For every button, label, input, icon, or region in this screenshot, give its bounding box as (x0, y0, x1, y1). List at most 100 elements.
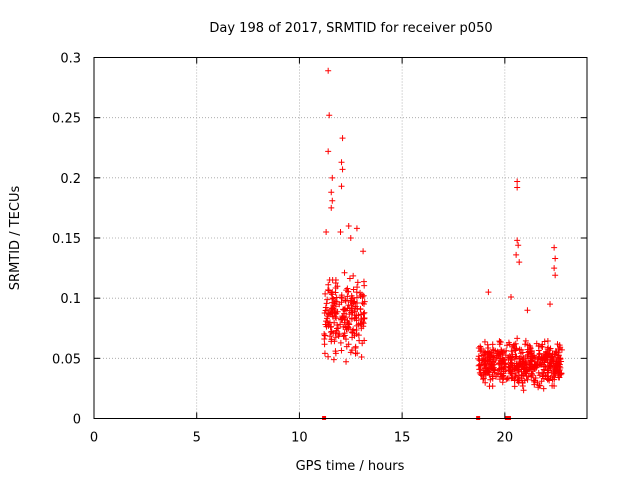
data-point (343, 336, 349, 343)
data-point (338, 294, 345, 301)
y-tick-label: 0.05 (52, 352, 81, 367)
data-point (546, 377, 553, 384)
data-point (341, 305, 348, 312)
data-point (357, 289, 364, 296)
data-point (481, 338, 488, 345)
data-point (327, 333, 334, 340)
x-tick-label: 0 (90, 431, 98, 446)
data-point (529, 372, 536, 379)
x-axis-label: GPS time / hours (296, 459, 405, 474)
data-point (341, 269, 348, 276)
x-tick-label: 5 (193, 431, 201, 446)
data-point (498, 346, 505, 353)
data-point (351, 308, 358, 315)
data-point (475, 362, 482, 369)
data-point (499, 379, 506, 386)
data-point (524, 346, 531, 353)
data-point (339, 314, 346, 321)
data-point (533, 340, 540, 347)
data-point (332, 279, 339, 286)
data-point (543, 357, 550, 364)
data-point (321, 350, 328, 357)
data-point (360, 278, 367, 285)
data-point (546, 352, 553, 359)
data-point (484, 341, 491, 348)
data-point (338, 183, 345, 190)
data-point (554, 341, 561, 348)
data-point (542, 351, 549, 358)
data-point (337, 228, 344, 235)
data-point (514, 184, 521, 191)
data-point (489, 346, 496, 353)
y-tick-label: 0.15 (52, 232, 81, 247)
data-point (326, 277, 333, 284)
data-point (491, 369, 498, 376)
data-point (530, 354, 537, 361)
data-point (358, 354, 365, 361)
data-point (485, 345, 492, 352)
data-point (557, 356, 564, 363)
data-points (321, 67, 565, 394)
data-point (508, 354, 515, 361)
data-point (332, 313, 339, 320)
data-point (540, 370, 547, 377)
data-point (516, 259, 523, 266)
data-point (521, 361, 528, 368)
data-point (491, 361, 498, 368)
data-point (554, 366, 561, 373)
data-point (351, 332, 358, 339)
data-point (344, 285, 351, 292)
data-point (477, 371, 484, 378)
data-point (341, 332, 348, 339)
data-point (354, 350, 361, 357)
data-point (505, 339, 512, 346)
data-point (523, 368, 530, 375)
data-point (547, 301, 554, 308)
data-point (514, 335, 521, 342)
data-point (485, 289, 492, 296)
data-point (481, 350, 488, 357)
data-point (340, 333, 347, 340)
data-point (482, 360, 489, 367)
data-point (353, 327, 360, 334)
data-point (527, 345, 534, 352)
data-point (332, 348, 339, 355)
data-point (501, 360, 508, 367)
data-point (485, 353, 492, 360)
data-point (496, 350, 503, 357)
data-point (344, 293, 351, 300)
data-point (511, 383, 518, 390)
data-point (488, 349, 495, 356)
data-point (323, 315, 330, 322)
data-point (334, 325, 341, 332)
data-point (350, 326, 357, 333)
data-point (507, 293, 514, 300)
data-point (339, 166, 346, 173)
data-point (356, 337, 363, 344)
data-point (343, 314, 350, 321)
data-point (525, 355, 532, 362)
data-point (529, 358, 536, 365)
data-point (325, 281, 332, 288)
data-point (555, 352, 562, 359)
data-point (515, 362, 522, 369)
data-point (496, 341, 503, 348)
data-point (345, 222, 352, 229)
data-point (323, 300, 330, 307)
data-point (353, 289, 360, 296)
data-point (539, 373, 546, 380)
data-point (329, 197, 336, 204)
data-point (352, 344, 359, 351)
data-point (524, 376, 531, 383)
data-point (549, 350, 556, 357)
data-point (359, 299, 366, 306)
data-point (493, 373, 500, 380)
data-point (355, 332, 362, 339)
data-point (522, 361, 529, 368)
data-point (343, 324, 350, 331)
data-point (531, 365, 538, 372)
data-point (505, 364, 512, 371)
data-point (344, 317, 351, 324)
data-point (339, 135, 346, 142)
data-point (328, 306, 335, 313)
